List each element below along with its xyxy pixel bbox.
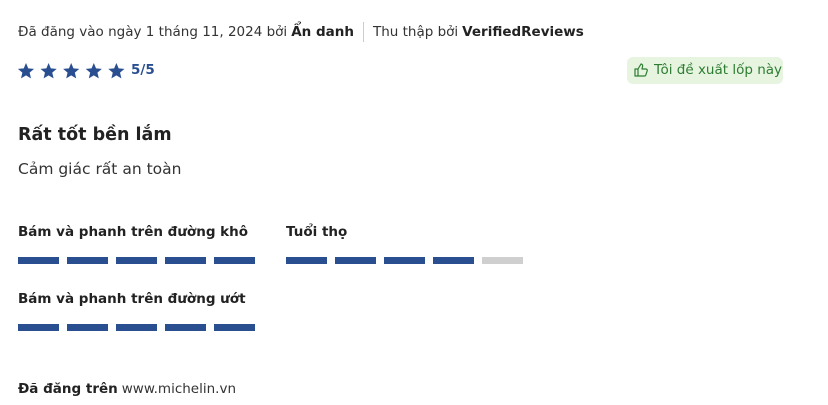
posted-prefix: Đã đăng vào ngày 1 tháng 11, 2024 bởi (18, 24, 288, 40)
post-meta: Đã đăng vào ngày 1 tháng 11, 2024 bởi Ẩn … (18, 22, 584, 42)
rating-segment (286, 257, 327, 264)
star (40, 63, 57, 79)
rating-segment (165, 257, 206, 264)
star (108, 63, 125, 79)
recommend-text: Tôi đề xuất lốp này (654, 62, 783, 78)
rating-segment (384, 257, 425, 264)
recommend-button[interactable]: Tôi đề xuất lốp này (627, 57, 783, 84)
collector: VerifiedReviews (462, 24, 584, 40)
footer: Đã đăng trên www.michelin.vn (18, 381, 236, 397)
rating-segment (335, 257, 376, 264)
star-rating (17, 63, 125, 79)
rating-segment (482, 257, 523, 264)
rating-segment (214, 324, 255, 331)
collected-prefix: Thu thập bởi (372, 24, 459, 40)
criterion-label: Bám và phanh trên đường khô (18, 224, 249, 240)
rating-segment (116, 324, 157, 331)
criterion-label: Tuổi thọ (286, 224, 348, 240)
rating-segment (18, 257, 59, 264)
author: Ẩn danh (291, 24, 354, 40)
star (85, 63, 102, 79)
review-body: Cảm giác rất an toàn (18, 160, 182, 178)
review-title: Rất tốt bền lắm (18, 125, 172, 145)
separator (362, 22, 364, 42)
rating-segment (116, 257, 157, 264)
footer-site: www.michelin.vn (121, 381, 237, 397)
rating-segment (165, 324, 206, 331)
star (17, 63, 35, 79)
rating-segment (214, 257, 255, 264)
rating-segment (18, 324, 59, 331)
footer-prefix: Đã đăng trên (18, 381, 118, 397)
thumbs-up-icon (634, 63, 648, 77)
rating-label: 5/5 (131, 62, 155, 78)
rating-segment (67, 324, 108, 331)
rating-segment (433, 257, 474, 264)
star (63, 63, 80, 79)
rating-segment (67, 257, 108, 264)
criterion-label: Bám và phanh trên đường ướt (18, 291, 246, 307)
